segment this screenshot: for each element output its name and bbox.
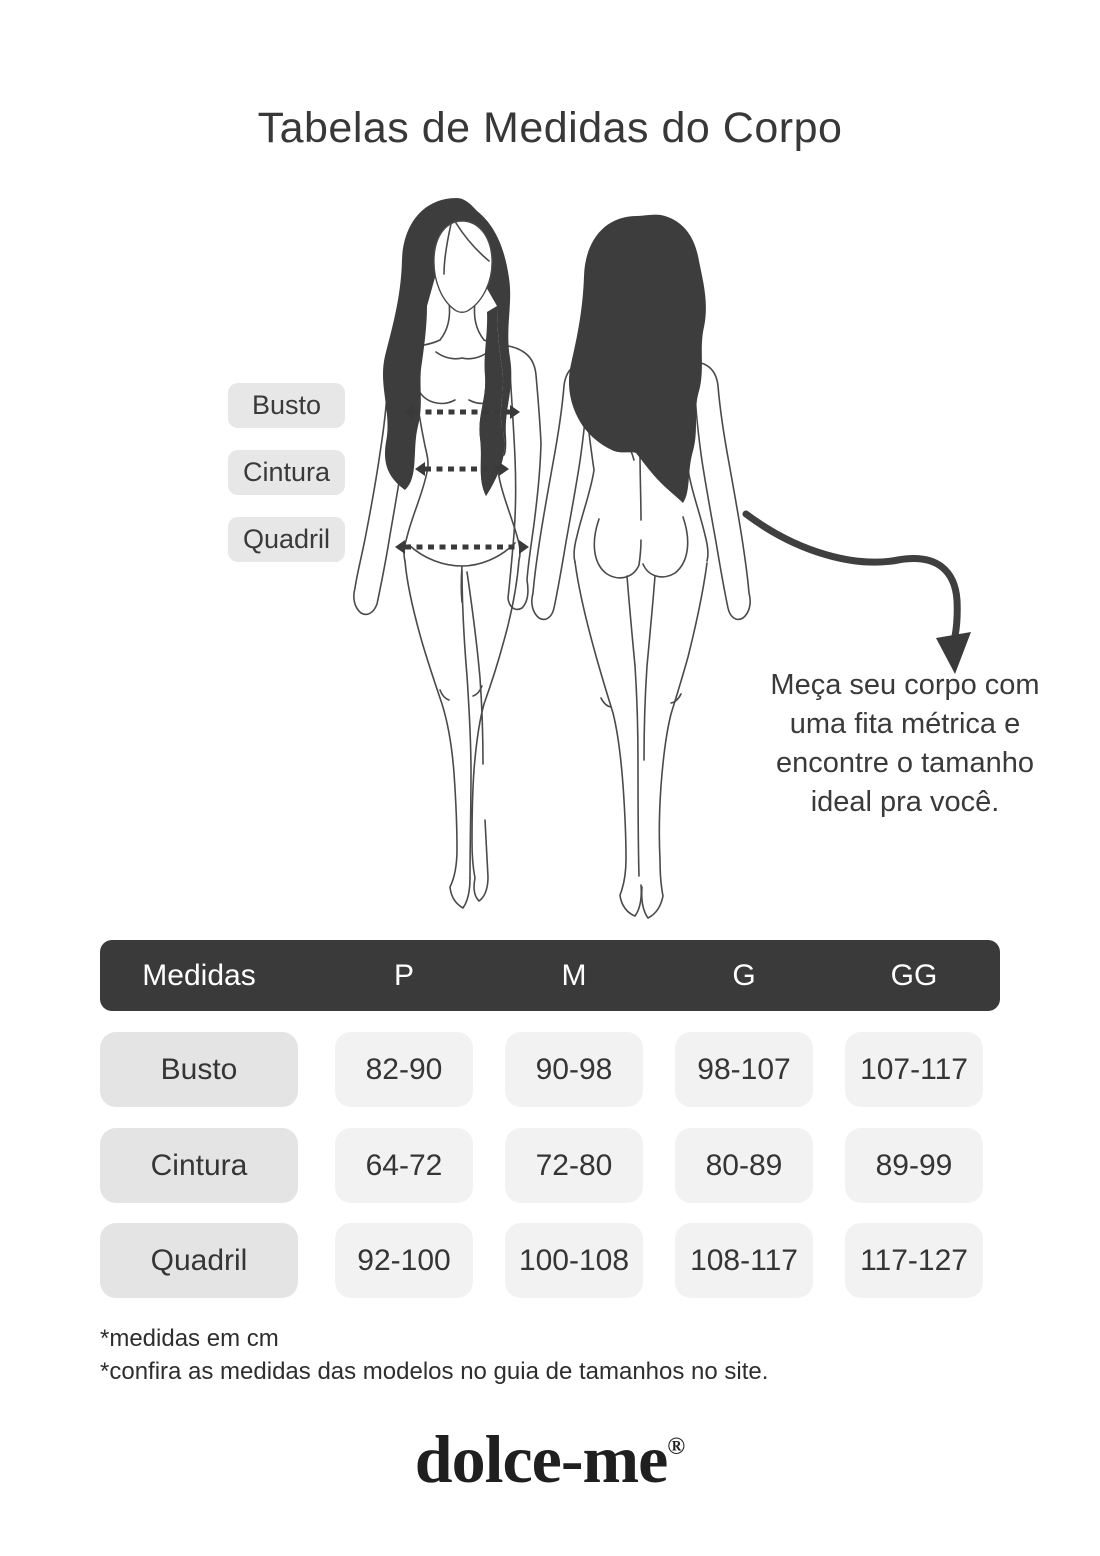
table-row-bust: Busto 82-90 90-98 98-107 107-117 <box>100 1032 983 1107</box>
table-row-waist: Cintura 64-72 72-80 80-89 89-99 <box>100 1128 983 1203</box>
curved-arrow-down-icon <box>742 510 971 674</box>
hip-gg-value: 117-127 <box>845 1223 983 1298</box>
waist-gg-value: 89-99 <box>845 1128 983 1203</box>
header-size-g: G <box>732 958 756 992</box>
hip-measure-line <box>395 540 529 554</box>
header-size-gg: GG <box>890 958 938 992</box>
page-title: Tabelas de Medidas do Corpo <box>257 104 843 152</box>
waist-m-value: 72-80 <box>505 1128 643 1203</box>
back-figure-illustration <box>531 214 751 919</box>
table-row-hip: Quadril 92-100 100-108 108-117 117-127 <box>100 1223 983 1298</box>
hip-label: Quadril <box>242 524 331 554</box>
bust-label: Busto <box>251 390 322 420</box>
row-label: Busto <box>100 1032 298 1107</box>
header-size-p: P <box>393 958 414 992</box>
brand-name: dolce-me <box>414 1421 669 1497</box>
row-label: Quadril <box>100 1223 298 1298</box>
instruction-line-2: uma fita métrica e <box>789 708 1021 740</box>
waist-p-value: 64-72 <box>335 1128 473 1203</box>
waist-g-value: 80-89 <box>675 1128 813 1203</box>
footnote-units: *medidas em cm <box>100 1325 279 1352</box>
waist-label-pill: Cintura <box>228 450 345 495</box>
size-table-header: Medidas P M G GG <box>100 940 1000 1011</box>
body-illustrations <box>353 198 751 919</box>
hip-g-value: 108-117 <box>675 1223 813 1298</box>
bust-gg-value: 107-117 <box>845 1032 983 1107</box>
hip-p-value: 92-100 <box>335 1223 473 1298</box>
waist-measure-line <box>415 462 509 476</box>
header-measures-label: Medidas <box>142 958 256 992</box>
instruction-line-3: encontre o tamanho <box>776 747 1034 779</box>
registered-trademark-icon: ® <box>667 1434 686 1460</box>
footnote-models: *confira as medidas das modelos no guia … <box>100 1358 769 1385</box>
brand-logo: dolce-me® <box>0 1420 1100 1499</box>
instruction-line-4: ideal pra você. <box>810 786 1000 818</box>
hip-m-value: 100-108 <box>505 1223 643 1298</box>
bust-p-value: 82-90 <box>335 1032 473 1107</box>
waist-label: Cintura <box>242 457 331 487</box>
footnotes: *medidas em cm *confira as medidas das m… <box>100 1322 768 1388</box>
bust-g-value: 98-107 <box>675 1032 813 1107</box>
bust-m-value: 90-98 <box>505 1032 643 1107</box>
bust-measure-line <box>404 405 520 419</box>
row-label: Cintura <box>100 1128 298 1203</box>
bust-label-pill: Busto <box>228 383 345 428</box>
measuring-instruction-text: Meça seu corpo com uma fita métrica e en… <box>725 666 1085 822</box>
instruction-line-1: Meça seu corpo com <box>770 669 1040 701</box>
header-size-m: M <box>561 958 587 992</box>
front-figure-illustration <box>353 198 542 909</box>
hip-label-pill: Quadril <box>228 517 345 562</box>
